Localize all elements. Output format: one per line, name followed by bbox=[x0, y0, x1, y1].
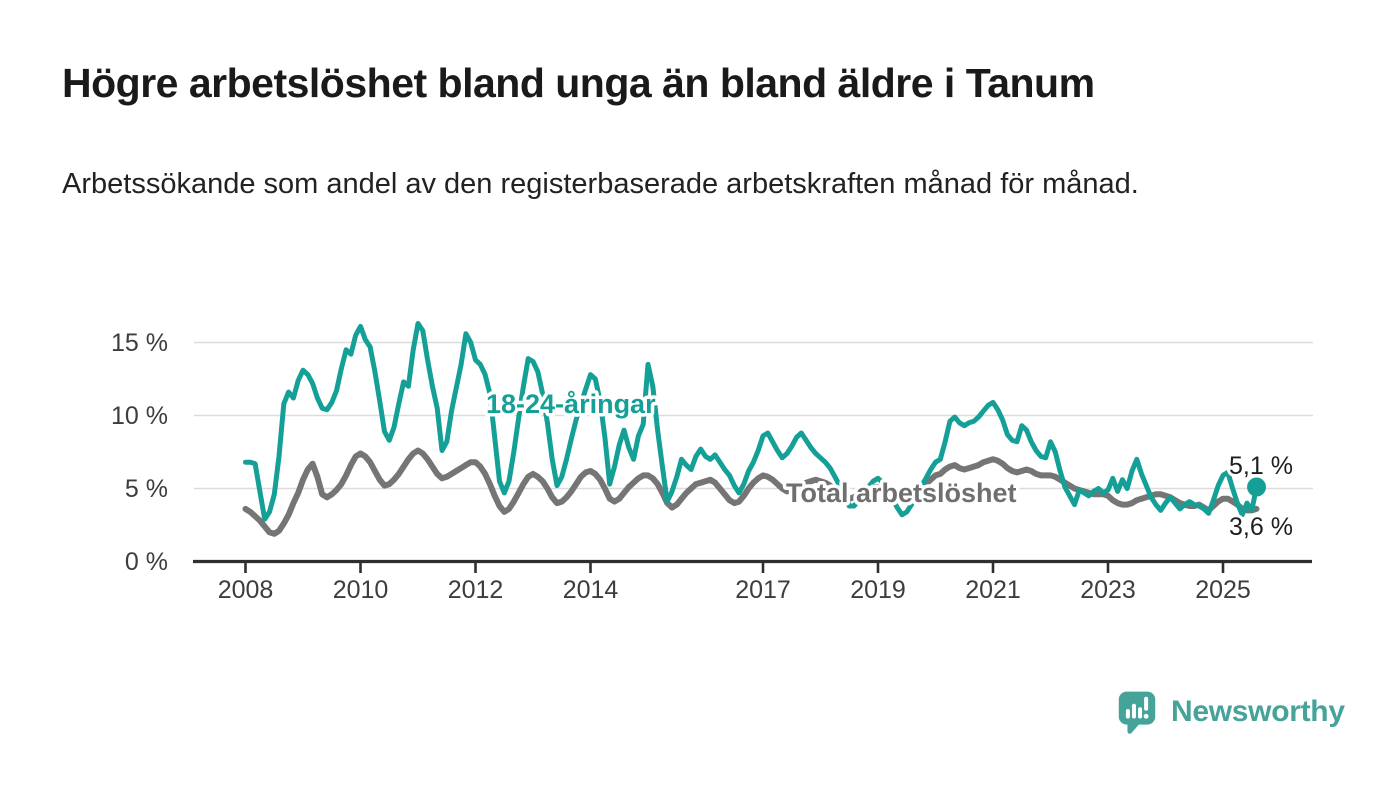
end-value-label-youth: 5,1 % bbox=[1229, 452, 1293, 480]
x-tick-label-2023: 2023 bbox=[1080, 576, 1136, 604]
x-tick-label-2014: 2014 bbox=[563, 576, 619, 604]
series-end-dot-youth bbox=[1247, 477, 1267, 497]
x-tick-label-2010: 2010 bbox=[333, 576, 389, 604]
logo-bar-2 bbox=[1131, 703, 1136, 719]
y-tick-label-0: 0 % bbox=[125, 548, 168, 576]
x-tick-label-2021: 2021 bbox=[965, 576, 1021, 604]
speech-bubble-shape bbox=[1118, 691, 1156, 734]
y-tick-label-10: 10 % bbox=[111, 402, 168, 430]
x-tick-label-2019: 2019 bbox=[850, 576, 906, 604]
end-value-label-total: 3,6 % bbox=[1229, 513, 1293, 541]
logo-exclamation-bar bbox=[1144, 696, 1149, 711]
x-tick-label-2017: 2017 bbox=[735, 576, 791, 604]
series-label-total: Total arbetslöshet bbox=[786, 478, 1017, 508]
series-label-youth: 18-24-åringar bbox=[486, 389, 656, 419]
logo-bar-1 bbox=[1125, 708, 1130, 719]
logo-exclamation-dot bbox=[1143, 713, 1149, 719]
series-line-youth bbox=[243, 321, 1259, 522]
page-subtitle: Arbetssökande som andel av den registerb… bbox=[62, 168, 1139, 200]
y-tick-label-15: 15 % bbox=[111, 329, 168, 357]
x-tick-label-2025: 2025 bbox=[1195, 576, 1251, 604]
logo-bar-3 bbox=[1138, 707, 1143, 719]
y-tick-label-5: 5 % bbox=[125, 475, 168, 503]
x-tick-label-2012: 2012 bbox=[448, 576, 504, 604]
newsworthy-logo-icon bbox=[1118, 691, 1156, 734]
newsworthy-logo-text: Newsworthy bbox=[1171, 695, 1345, 728]
x-tick-label-2008: 2008 bbox=[218, 576, 274, 604]
page-title: Högre arbetslöshet bland unga än bland ä… bbox=[62, 60, 1095, 106]
newsworthy-logo: Newsworthy bbox=[1116, 689, 1345, 735]
